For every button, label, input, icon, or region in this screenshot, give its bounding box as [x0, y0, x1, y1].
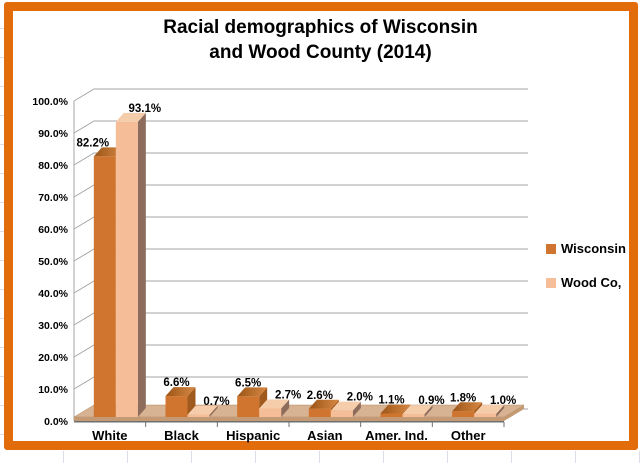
bar-wood-co-amer-ind-side-face: [424, 405, 433, 417]
spreadsheet-gridlines-left: [0, 0, 4, 452]
bar-wood-co-white-side-face: [137, 112, 146, 418]
legend-label-woodco: Wood Co,: [561, 275, 622, 290]
chart-title-line-1: Racial demographics of Wisconsin: [163, 17, 478, 38]
bar-wood-co-other-side-face: [496, 404, 505, 417]
data-label-wisconsin-white: 82.2%: [77, 137, 110, 149]
legend-swatch-woodco: [546, 277, 556, 288]
y-axis-label-10: 10.0%: [38, 384, 68, 396]
bar-wood-co-asian-side-face: [352, 401, 361, 417]
bar-wood-co-white-top-face: [115, 112, 146, 122]
y-axis-label-100: 100.0%: [32, 96, 68, 108]
bar-wisconsin-amer-ind-front-face: [380, 413, 403, 417]
y-axis-label-80: 80.0%: [38, 160, 68, 172]
bar-wisconsin-asian-front-face: [308, 408, 331, 417]
bar-wisconsin-black-top-face: [165, 387, 196, 397]
bar-wood-co-black-top-face: [187, 405, 218, 415]
legend: Wisconsin Wood Co,: [546, 241, 626, 309]
x-axis-label-amer-ind: Amer. Ind.: [365, 428, 428, 443]
bar-wood-co-white-front-face: [115, 121, 138, 418]
y-axis-label-0: 0.0%: [44, 416, 69, 428]
bar-wisconsin-amer-ind-top-face: [380, 404, 411, 414]
bar-wood-co-hispanic-side-face: [281, 399, 290, 417]
chart-title-line-2: and Wood County (2014): [209, 42, 432, 63]
data-label-wisconsin-asian: 2.6%: [307, 390, 333, 402]
legend-label-wisconsin: Wisconsin: [561, 241, 626, 256]
legend-item-wisconsin: Wisconsin: [546, 241, 626, 256]
x-axis-label-asian: Asian: [307, 428, 342, 443]
chart-title: Racial demographics of Wisconsin and Woo…: [13, 15, 628, 65]
y-axis-label-40: 40.0%: [38, 288, 68, 300]
y-axis-label-20: 20.0%: [38, 352, 68, 364]
x-axis-label-hispanic: Hispanic: [226, 428, 280, 443]
x-axis-label-white: White: [92, 428, 127, 443]
data-label-wood-co-white: 93.1%: [129, 103, 162, 115]
bar-wisconsin-asian-top-face: [308, 399, 339, 409]
bar-wood-co-asian-front-face: [330, 410, 353, 417]
gridline-80: [73, 152, 528, 166]
data-label-wood-co-amer-ind: 0.9%: [418, 395, 444, 407]
data-label-wisconsin-hispanic: 6.5%: [235, 377, 261, 389]
y-axis-label-70: 70.0%: [38, 192, 68, 204]
legend-swatch-wisconsin: [546, 243, 556, 254]
floor-right-edge: [504, 405, 524, 421]
spreadsheet-gridlines-bottom: [0, 451, 640, 463]
data-label-wisconsin-amer-ind: 1.1%: [378, 395, 404, 407]
gridline-90: [73, 120, 528, 134]
bar-wood-co-black-side-face: [209, 405, 218, 417]
bar-wisconsin-black-front-face: [165, 396, 188, 417]
data-label-wood-co-other: 1.0%: [490, 395, 516, 407]
bar-wood-co-black-front-face: [187, 414, 210, 417]
bar-wisconsin-other-top-face: [452, 402, 483, 412]
bar-wood-co-other-top-face: [474, 404, 505, 414]
data-label-wisconsin-black: 6.6%: [163, 377, 189, 389]
chart-frame: [4, 2, 638, 450]
bar-wisconsin-hispanic-front-face: [237, 396, 260, 417]
data-label-wisconsin-other: 1.8%: [450, 392, 476, 404]
bar-wood-co-hispanic-front-face: [259, 408, 282, 417]
data-label-wood-co-asian: 2.0%: [347, 392, 373, 404]
bar-wisconsin-white-front-face: [93, 156, 116, 417]
floor-front-edge: [74, 417, 504, 421]
bar-wood-co-amer-ind-top-face: [402, 405, 433, 415]
y-axis-label-60: 60.0%: [38, 224, 68, 236]
bar-wood-co-amer-ind-front-face: [402, 414, 425, 417]
bar-wisconsin-hispanic-top-face: [237, 387, 268, 397]
data-label-wood-co-hispanic: 2.7%: [275, 389, 301, 401]
x-axis-label-other: Other: [451, 428, 486, 443]
legend-item-woodco: Wood Co,: [546, 275, 626, 290]
y-axis-label-50: 50.0%: [38, 256, 68, 268]
y-axis-label-30: 30.0%: [38, 320, 68, 332]
data-label-wood-co-black: 0.7%: [203, 396, 229, 408]
bar-wood-co-hispanic-top-face: [259, 399, 290, 409]
gridline-100: [73, 88, 528, 102]
bar-wisconsin-other-front-face: [452, 411, 475, 417]
bar-wood-co-other-front-face: [474, 413, 497, 417]
bar-wood-co-asian-top-face: [330, 401, 361, 411]
x-axis-label-black: Black: [164, 428, 199, 443]
y-axis-label-90: 90.0%: [38, 128, 68, 140]
